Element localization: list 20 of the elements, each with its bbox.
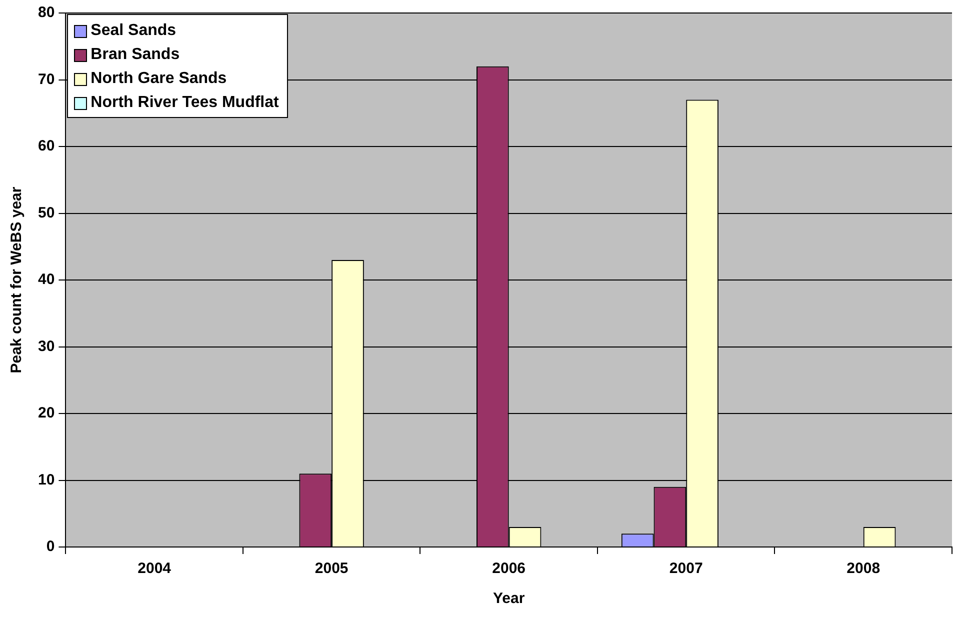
legend-label: North River Tees Mudflat <box>90 94 279 112</box>
y-tick-label: 40 <box>38 271 55 288</box>
y-axis-title: Peak count for WeBS year <box>8 186 26 374</box>
y-tick-label: 10 <box>38 471 55 488</box>
x-tick-label: 2008 <box>846 560 880 578</box>
y-tick-label: 30 <box>38 338 55 355</box>
y-tick-label: 80 <box>38 4 55 22</box>
legend-label: Bran Sands <box>90 46 180 64</box>
y-tick-label: 50 <box>38 204 55 222</box>
x-tick-label: 2006 <box>492 560 526 578</box>
y-tick-label: 0 <box>46 538 55 556</box>
x-tick-label: 2007 <box>669 560 703 578</box>
x-tick-label: 2004 <box>138 560 172 578</box>
x-tick-label: 2005 <box>314 560 348 578</box>
legend-label: Seal Sands <box>90 22 176 40</box>
y-tick-label: 70 <box>38 70 55 88</box>
x-axis-title: Year <box>492 590 525 608</box>
y-tick-label: 60 <box>38 138 55 155</box>
y-tick-label: 20 <box>38 404 55 422</box>
legend-label: North Gare Sands <box>90 70 227 88</box>
